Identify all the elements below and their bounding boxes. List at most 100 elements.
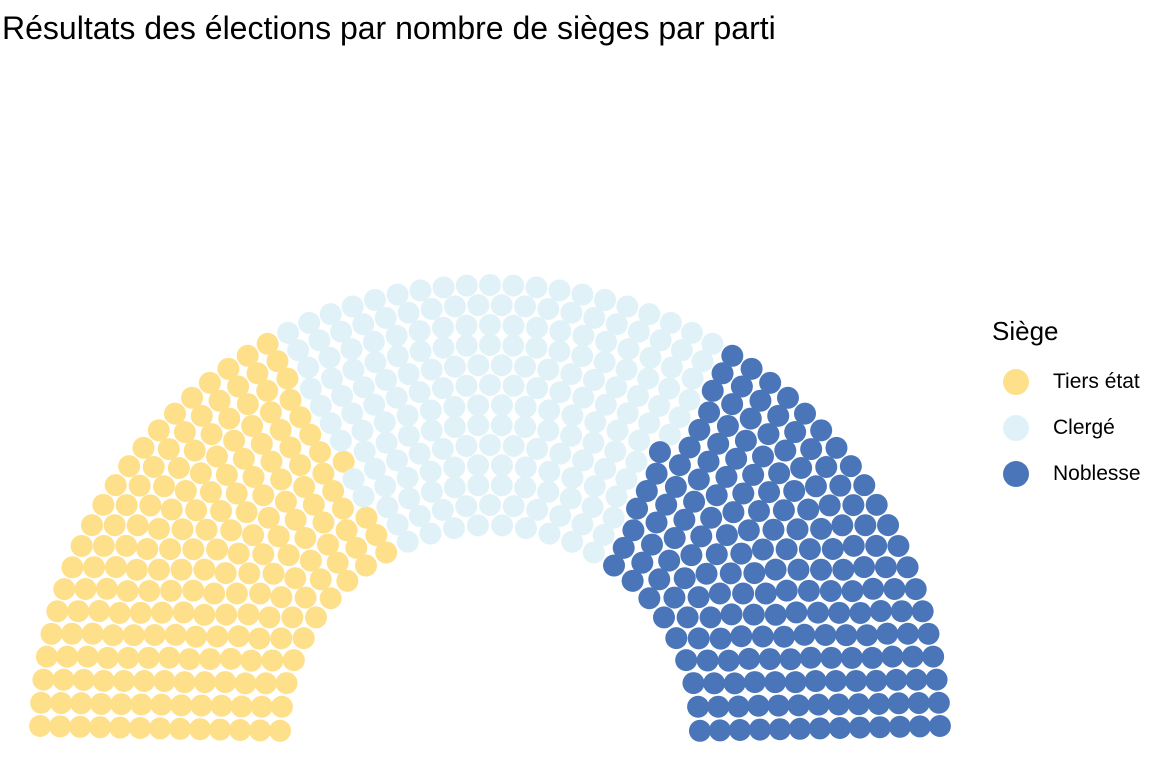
seat-tiers-etat <box>229 719 252 741</box>
seat-noblesse <box>896 622 919 645</box>
seat-clerge <box>572 449 595 472</box>
seat-tiers-etat <box>262 562 285 585</box>
seat-tiers-etat <box>147 517 170 540</box>
seat-clerge <box>616 295 639 318</box>
seat-tiers-etat <box>139 494 162 517</box>
seat-clerge <box>375 368 398 391</box>
seat-clerge <box>385 324 408 347</box>
seat-clerge <box>408 504 431 527</box>
seat-clerge <box>537 358 560 381</box>
seat-noblesse <box>747 500 770 523</box>
seat-noblesse <box>798 538 821 561</box>
seat-clerge <box>549 504 572 527</box>
seat-noblesse <box>794 402 816 425</box>
seat-clerge <box>561 404 584 427</box>
seat-noblesse <box>743 562 766 585</box>
seat-noblesse <box>904 578 927 601</box>
seat-tiers-etat <box>252 543 275 566</box>
seat-tiers-etat <box>267 525 290 548</box>
seat-noblesse <box>797 579 820 602</box>
seat-clerge <box>538 522 561 545</box>
seat-tiers-etat <box>108 601 131 624</box>
seat-tiers-etat <box>317 533 340 556</box>
seat-tiers-etat <box>294 527 317 550</box>
seat-noblesse <box>626 497 649 520</box>
seat-tiers-etat <box>96 646 119 669</box>
seat-tiers-etat <box>184 625 207 648</box>
seat-noblesse <box>680 544 703 567</box>
seat-clerge <box>594 393 617 416</box>
seat-clerge <box>514 415 537 438</box>
seat-clerge <box>386 283 409 306</box>
seat-noblesse <box>727 695 750 718</box>
seat-noblesse <box>856 624 879 647</box>
seat-noblesse <box>776 386 799 409</box>
seat-tiers-etat <box>257 506 280 529</box>
seat-clerge <box>420 480 443 503</box>
seat-noblesse <box>853 474 876 497</box>
seat-tiers-etat <box>76 645 99 668</box>
seat-noblesse <box>804 475 827 498</box>
seat-tiers-etat <box>248 627 271 650</box>
seat-noblesse <box>825 436 848 459</box>
seat-noblesse <box>688 719 711 742</box>
seat-clerge <box>397 424 420 447</box>
seat-tiers-etat <box>260 450 283 473</box>
seat-noblesse <box>759 371 782 394</box>
seat-clerge <box>363 393 386 416</box>
seat-noblesse <box>831 514 854 537</box>
seat-tiers-etat <box>183 439 206 462</box>
seat-noblesse <box>847 693 870 716</box>
seat-noblesse <box>673 567 696 590</box>
seat-tiers-etat <box>227 542 250 565</box>
seat-tiers-etat <box>225 482 248 505</box>
seat-tiers-etat <box>250 432 273 455</box>
legend-label-tiers-etat: Tiers état <box>1053 370 1140 393</box>
seat-clerge <box>431 498 454 521</box>
seat-clerge <box>353 440 376 463</box>
seat-clerge <box>560 424 583 447</box>
seat-noblesse <box>818 494 841 517</box>
seat-tiers-etat <box>223 429 246 452</box>
seat-noblesse <box>896 556 919 579</box>
seat-tiers-etat <box>104 474 127 497</box>
seat-tiers-etat <box>246 362 269 385</box>
legend-item-clerge: Clergé <box>992 405 1141 451</box>
seat-tiers-etat <box>129 717 152 739</box>
seat-tiers-etat <box>276 367 299 390</box>
seat-tiers-etat <box>256 332 279 355</box>
seat-noblesse <box>682 672 705 695</box>
seat-clerge <box>420 419 443 442</box>
seat-tiers-etat <box>270 586 293 609</box>
seat-tiers-etat <box>236 393 259 416</box>
seat-tiers-etat <box>274 490 297 513</box>
seat-noblesse <box>645 462 668 485</box>
seat-clerge <box>605 313 628 336</box>
seat-clerge <box>408 442 431 465</box>
seat-tiers-etat <box>284 567 307 590</box>
seat-clerge <box>582 431 605 454</box>
seat-clerge <box>432 276 455 299</box>
seat-clerge <box>397 301 420 324</box>
seat-clerge <box>490 294 513 317</box>
seat-tiers-etat <box>159 538 182 561</box>
seat-noblesse <box>673 508 696 531</box>
seat-tiers-etat <box>332 450 355 473</box>
seat-noblesse <box>868 716 891 739</box>
seat-noblesse <box>645 511 668 534</box>
seat-noblesse <box>688 418 711 441</box>
seat-noblesse <box>829 474 852 497</box>
seat-noblesse <box>752 445 774 468</box>
seat-noblesse <box>652 606 675 629</box>
seat-noblesse <box>708 582 731 605</box>
seat-clerge <box>490 394 513 417</box>
seat-noblesse <box>784 671 807 694</box>
seat-noblesse <box>842 534 865 557</box>
seat-clerge <box>604 440 627 463</box>
seat-noblesse <box>743 671 766 694</box>
seat-clerge <box>549 320 572 343</box>
seat-tiers-etat <box>208 389 231 412</box>
seat-clerge <box>538 460 561 483</box>
seat-noblesse <box>715 465 738 488</box>
